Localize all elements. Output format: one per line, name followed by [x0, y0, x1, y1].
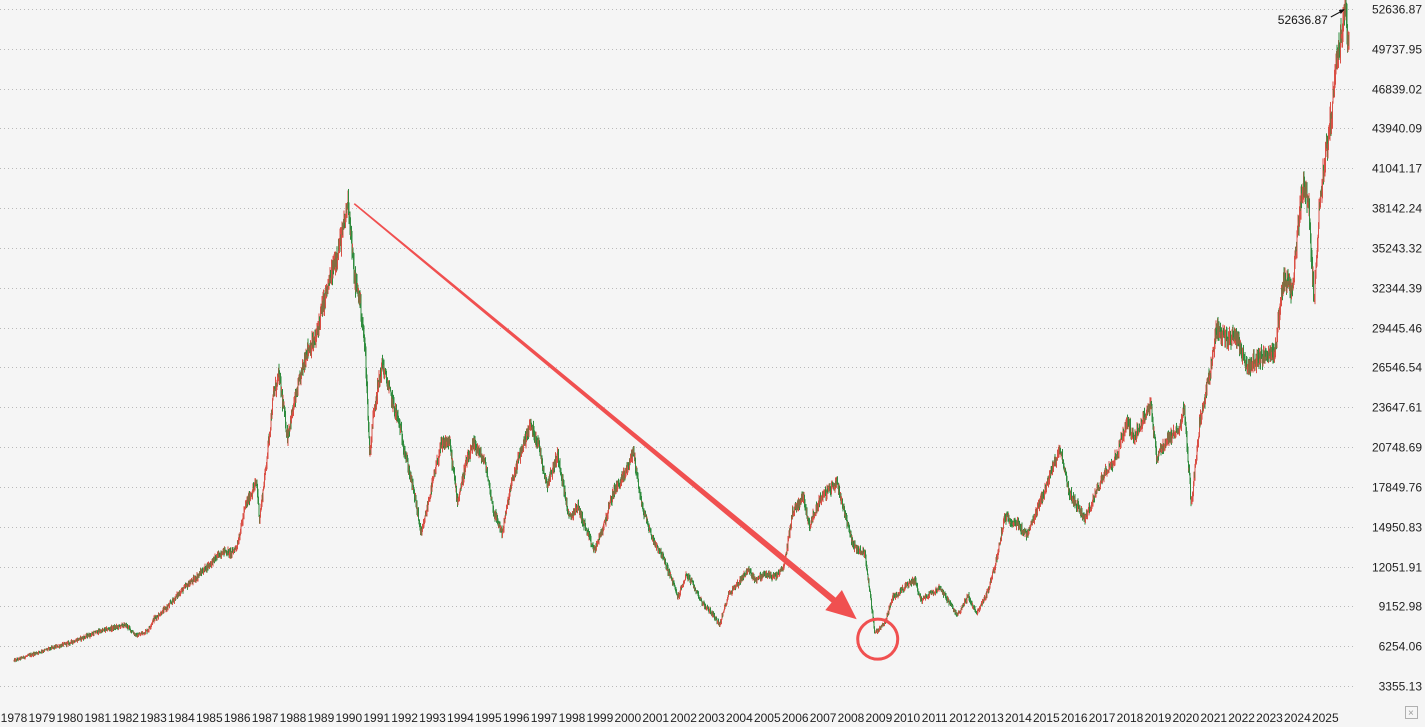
x-tick-label: 2004: [726, 711, 753, 725]
x-tick-label: 1984: [168, 711, 195, 725]
x-tick-label: 2000: [614, 711, 641, 725]
x-tick-label: 1993: [419, 711, 446, 725]
grid-layer: [0, 9, 1356, 687]
x-tick-label: 1987: [252, 711, 279, 725]
y-tick-label: 6254.06: [1379, 640, 1423, 654]
x-tick-label: 2002: [670, 711, 697, 725]
x-tick-label: 2024: [1284, 711, 1311, 725]
x-tick-label: 2001: [642, 711, 669, 725]
y-tick-label: 14950.83: [1372, 521, 1422, 535]
y-axis: 52636.87 49737.95 46839.02 43940.09 41041.17…: [1372, 3, 1422, 694]
x-tick-label: 1992: [391, 711, 418, 725]
x-tick-label: 2019: [1145, 711, 1172, 725]
y-tick-label: 52636.87: [1372, 3, 1422, 17]
x-tick-label: 1994: [447, 711, 474, 725]
x-tick-label: 2013: [977, 711, 1004, 725]
x-tick-label: 1995: [475, 711, 502, 725]
x-tick-label: 1986: [224, 711, 251, 725]
x-tick-label: 1982: [112, 711, 139, 725]
bottom-highlight-circle: [856, 617, 900, 661]
y-tick-label: 9152.98: [1379, 600, 1423, 614]
y-tick-label: 26546.54: [1372, 361, 1422, 375]
x-tick-label: 1978: [1, 711, 28, 725]
x-tick-label: 2009: [866, 711, 893, 725]
x-tick-label: 2016: [1061, 711, 1088, 725]
x-tick-label: 1997: [531, 711, 558, 725]
y-tick-label: 32344.39: [1372, 282, 1422, 296]
x-tick-label: 1985: [196, 711, 223, 725]
y-tick-label: 3355.13: [1379, 680, 1423, 694]
x-tick-label: 1983: [140, 711, 167, 725]
annotation-layer: 52636.87: [353, 9, 1345, 661]
y-tick-label: 23647.61: [1372, 401, 1422, 415]
y-tick-label: 38142.24: [1372, 202, 1422, 216]
x-tick-label: 1980: [56, 711, 83, 725]
y-tick-label: 35243.32: [1372, 242, 1422, 256]
x-tick-label: 2017: [1089, 711, 1116, 725]
corner-reset-glyph: ×: [1408, 708, 1414, 719]
x-tick-label: 2010: [893, 711, 920, 725]
corner-reset-icon[interactable]: [1405, 706, 1418, 719]
x-tick-label: 1979: [29, 711, 56, 725]
x-tick-label: 1999: [587, 711, 614, 725]
x-tick-label: 1990: [335, 711, 362, 725]
x-tick-label: 1996: [503, 711, 530, 725]
y-tick-label: 43940.09: [1372, 122, 1422, 136]
x-tick-label: 1988: [280, 711, 307, 725]
x-tick-label: 2014: [1005, 711, 1032, 725]
x-tick-label: 2012: [949, 711, 976, 725]
y-tick-label: 46839.02: [1372, 83, 1422, 97]
x-tick-label: 2008: [838, 711, 865, 725]
x-tick-label: 1991: [363, 711, 390, 725]
x-tick-label: 2005: [754, 711, 781, 725]
x-tick-label: 2021: [1200, 711, 1227, 725]
x-tick-label: 2006: [782, 711, 809, 725]
peak-value-label: 52636.87: [1278, 13, 1328, 27]
x-tick-label: 1998: [559, 711, 586, 725]
price-series: [13, 0, 1350, 663]
x-tick-label: 2015: [1033, 711, 1060, 725]
x-tick-label: 2011: [922, 711, 948, 725]
x-tick-label: 2020: [1172, 711, 1199, 725]
y-tick-label: 12051.91: [1372, 561, 1422, 575]
x-tick-label: 2003: [698, 711, 725, 725]
y-tick-label: 41041.17: [1372, 162, 1422, 176]
y-tick-label: 20748.69: [1372, 441, 1422, 455]
y-tick-label: 29445.46: [1372, 322, 1422, 336]
y-tick-label: 49737.95: [1372, 43, 1422, 57]
y-tick-label: 17849.76: [1372, 481, 1422, 495]
x-tick-label: 2018: [1117, 711, 1144, 725]
peak-pointer-head: [1338, 9, 1345, 14]
x-tick-label: 2023: [1256, 711, 1283, 725]
x-tick-label: 2025: [1312, 711, 1339, 725]
x-tick-label: 1981: [84, 711, 111, 725]
x-tick-label: 1989: [308, 711, 335, 725]
x-tick-label: 2022: [1228, 711, 1255, 725]
x-axis: 1978 1979 1980 1981 1982 1983 1984 1985 1986 1987…: [1, 711, 1339, 725]
trend-arrow: [353, 203, 857, 620]
x-tick-label: 2007: [810, 711, 837, 725]
